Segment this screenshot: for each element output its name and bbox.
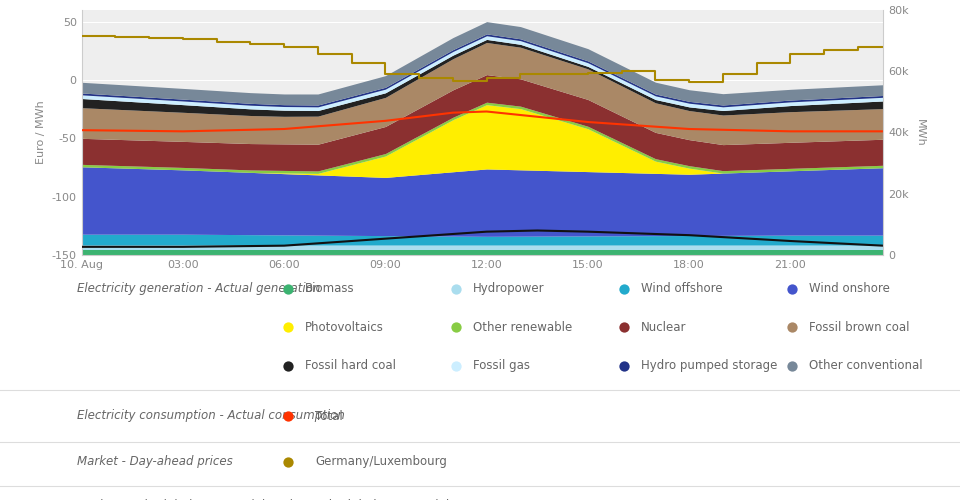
Point: [784, 362, 800, 370]
Text: Market - Day-ahead prices: Market - Day-ahead prices: [77, 455, 232, 468]
Text: Scheduled commercial net export: Scheduled commercial net export: [315, 499, 515, 500]
Point: [280, 323, 296, 331]
Text: Nuclear: Nuclear: [641, 320, 686, 334]
Point: [448, 362, 464, 370]
Point: [784, 323, 800, 331]
Text: Electricity generation - Actual generation: Electricity generation - Actual generati…: [77, 282, 321, 296]
Text: Photovoltaics: Photovoltaics: [305, 320, 384, 334]
Text: Total: Total: [315, 410, 343, 422]
Point: [280, 412, 296, 420]
Point: [616, 285, 632, 293]
Point: [616, 323, 632, 331]
Point: [448, 323, 464, 331]
Point: [280, 285, 296, 293]
Text: Germany/Luxembourg: Germany/Luxembourg: [315, 455, 446, 468]
Text: Electricity consumption - Actual consumption: Electricity consumption - Actual consump…: [77, 410, 345, 422]
Point: [448, 285, 464, 293]
Text: Other conventional: Other conventional: [809, 359, 923, 372]
Text: Wind onshore: Wind onshore: [809, 282, 890, 296]
Text: Hydro pumped storage: Hydro pumped storage: [641, 359, 778, 372]
Point: [784, 285, 800, 293]
Y-axis label: Euro / MWh: Euro / MWh: [36, 100, 46, 164]
Point: [280, 362, 296, 370]
Text: Wind offshore: Wind offshore: [641, 282, 723, 296]
Text: Other renewable: Other renewable: [473, 320, 572, 334]
Text: Fossil brown coal: Fossil brown coal: [809, 320, 910, 334]
Text: Fossil gas: Fossil gas: [473, 359, 530, 372]
Text: Fossil hard coal: Fossil hard coal: [305, 359, 396, 372]
Text: Hydropower: Hydropower: [473, 282, 545, 296]
Point: [616, 362, 632, 370]
Point: [280, 458, 296, 466]
Text: Market - Scheduled commercial exchanges: Market - Scheduled commercial exchanges: [77, 499, 331, 500]
Y-axis label: MWh: MWh: [915, 118, 925, 146]
Text: Biomass: Biomass: [305, 282, 355, 296]
